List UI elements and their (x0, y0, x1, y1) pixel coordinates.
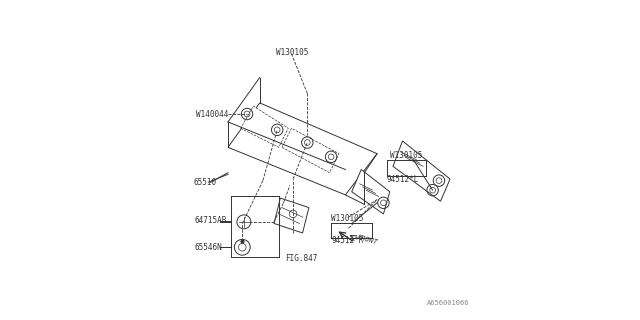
Text: 65510: 65510 (193, 178, 216, 187)
Text: 94512*L: 94512*L (387, 174, 419, 184)
Text: W130105: W130105 (276, 48, 308, 57)
Text: W130105: W130105 (331, 214, 364, 223)
Text: 65546N: 65546N (195, 243, 223, 252)
Text: 64715AB: 64715AB (195, 216, 227, 225)
Polygon shape (228, 103, 377, 195)
Text: FIG.847: FIG.847 (285, 254, 317, 263)
Polygon shape (352, 170, 390, 214)
Polygon shape (393, 141, 450, 201)
Text: FRONT: FRONT (356, 234, 378, 245)
Polygon shape (274, 198, 309, 233)
Text: A656001066: A656001066 (427, 300, 469, 306)
Polygon shape (282, 128, 339, 173)
Text: 94512*R: 94512*R (331, 236, 364, 245)
Polygon shape (241, 106, 288, 147)
Text: W140044: W140044 (196, 109, 228, 118)
Text: W130105: W130105 (390, 151, 422, 160)
